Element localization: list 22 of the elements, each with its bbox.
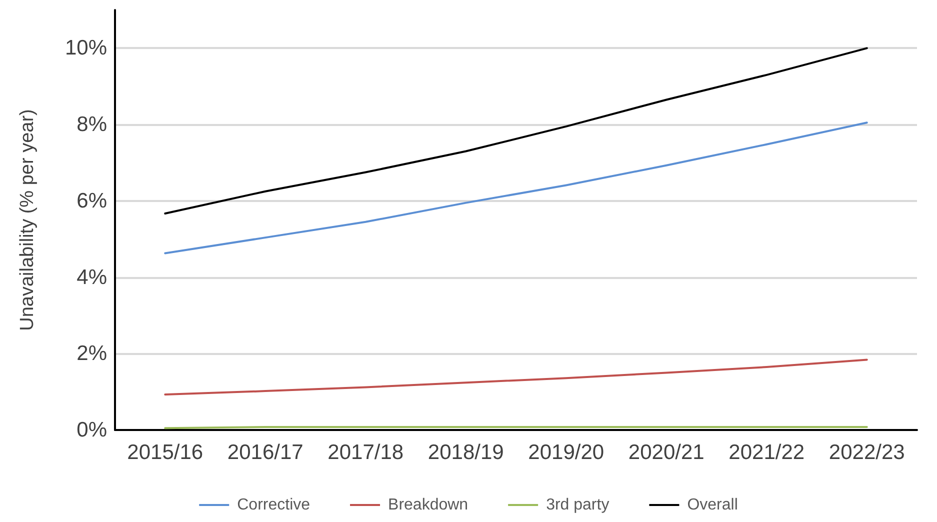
y-tick-label: 6%: [76, 189, 107, 212]
y-tick-label: 10%: [64, 36, 107, 60]
x-tick-label: 2019/20: [528, 441, 604, 464]
x-tick-label: 2018/19: [428, 441, 504, 464]
y-tick-label: 0%: [76, 418, 107, 442]
y-tick-label: 4%: [76, 266, 107, 289]
legend-label: 3rd party: [546, 496, 610, 514]
x-tick-label: 2015/16: [127, 441, 204, 464]
line-series: [164, 358, 868, 396]
legend-label: Overall: [687, 496, 738, 514]
x-tick-label: 2022/23: [828, 441, 905, 464]
x-tick-label: 2020/21: [628, 441, 704, 464]
legend-label: Breakdown: [388, 496, 468, 514]
y-axis-title: Unavailability (% per year): [17, 109, 38, 331]
legend-label: Corrective: [237, 496, 310, 514]
x-tick-label: 2021/22: [728, 441, 805, 464]
y-tick-label: 8%: [76, 113, 107, 136]
x-tick-label: 2016/17: [227, 441, 304, 464]
y-tick-label: 2%: [76, 342, 107, 366]
line-series: [164, 47, 868, 215]
line-series: [164, 122, 868, 254]
x-tick-label: 2017/18: [328, 441, 404, 464]
